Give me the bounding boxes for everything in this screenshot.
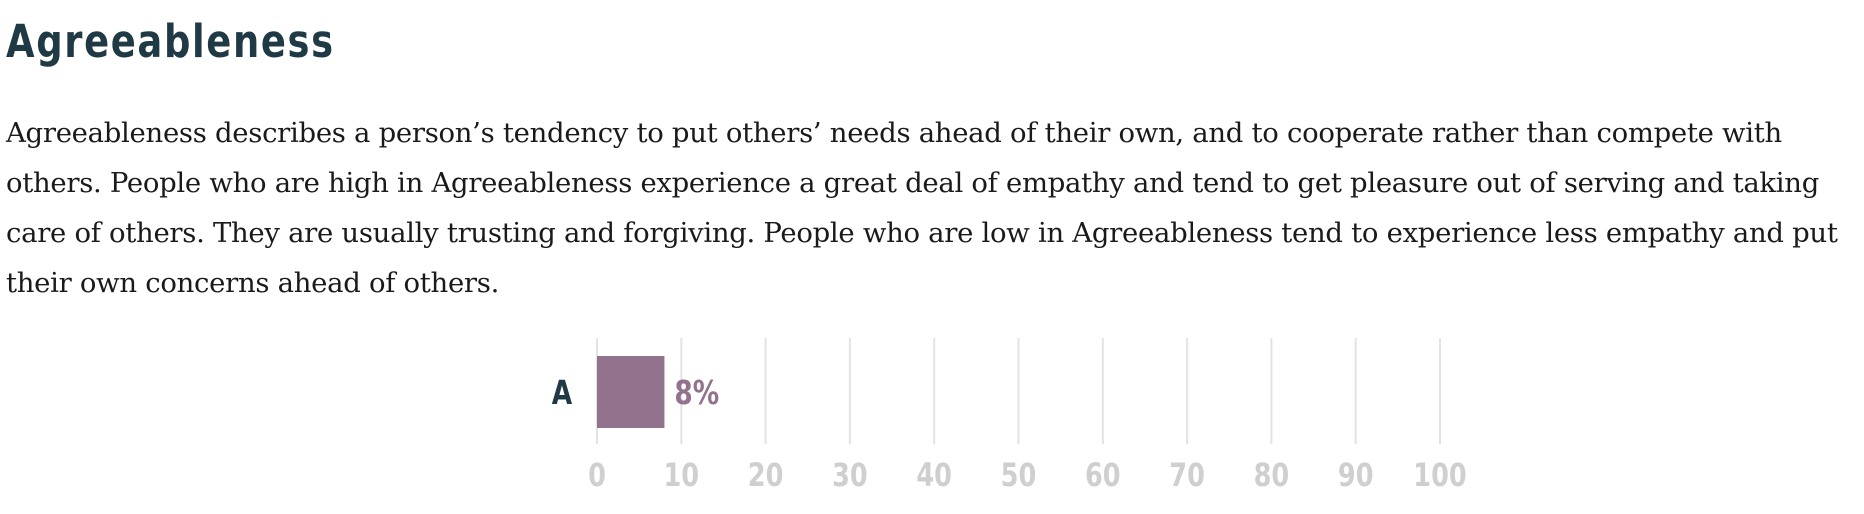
bar-A <box>597 356 665 428</box>
section-title: Agreeableness <box>6 15 335 68</box>
x-tick-label: 20 <box>748 456 784 494</box>
chart-gridlines <box>596 338 1441 444</box>
category-label: A <box>552 374 572 413</box>
x-tick-label: 70 <box>1169 456 1205 494</box>
bar-value-label: 8% <box>674 374 719 413</box>
agreeableness-section: Agreeableness Agreeableness describes a … <box>6 0 1856 299</box>
x-tick-label: 0 <box>588 456 606 494</box>
section-description: Agreeableness describes a person’s tende… <box>6 117 1838 299</box>
x-tick-label: 90 <box>1338 456 1374 494</box>
chart-x-axis: 0 10 20 30 40 50 60 70 80 90 100 <box>588 456 1467 494</box>
x-tick-label: 100 <box>1413 456 1466 494</box>
x-tick-label: 10 <box>663 456 699 494</box>
chart-bars <box>597 356 665 428</box>
x-tick-label: 80 <box>1254 456 1290 494</box>
x-tick-label: 60 <box>1085 456 1121 494</box>
x-tick-label: 40 <box>916 456 952 494</box>
chart-labels: A 8% <box>552 374 719 413</box>
x-tick-label: 30 <box>832 456 868 494</box>
x-tick-label: 50 <box>1001 456 1037 494</box>
